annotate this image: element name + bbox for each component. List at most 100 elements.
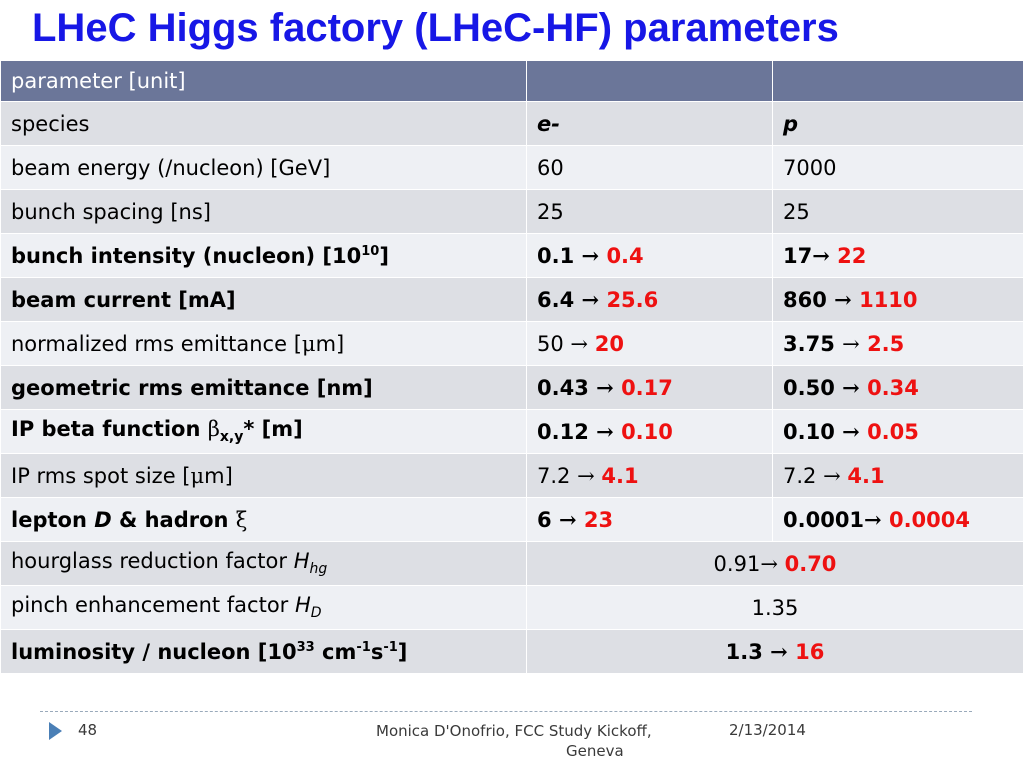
label-subscript: D: [310, 605, 322, 622]
value-from: 1.3: [725, 640, 763, 664]
label-text-end: ]: [397, 639, 408, 664]
value-to: 0.0004: [888, 508, 971, 532]
proton-species: p: [783, 111, 799, 136]
mu-symbol: μ: [190, 463, 205, 488]
electron-value: 0.43 → 0.17: [526, 365, 773, 410]
electron-value: 0.1 → 0.4: [526, 233, 773, 278]
label-text: normalized rms emittance [: [11, 331, 302, 356]
label-text: IP rms spot size [: [11, 463, 191, 488]
electron-value: 50 → 20: [526, 321, 773, 366]
proton-value: 0.50 → 0.34: [772, 365, 1024, 410]
value-to: 16: [795, 640, 825, 664]
footer-author-line1: Monica D'Onofrio, FCC Study Kickoff,: [376, 722, 652, 740]
value-from: 0.91: [713, 551, 761, 576]
value-from: 50: [537, 331, 564, 356]
value-to: 25.6: [606, 288, 659, 312]
proton-value: 3.75 → 2.5: [772, 321, 1024, 366]
h-symbol: H: [293, 549, 310, 574]
proton-value: 7000: [772, 145, 1024, 190]
label-text-end: m]: [204, 463, 233, 488]
label-text-s: s: [370, 639, 384, 664]
row-label: bunch intensity (nucleon) [1010]: [0, 233, 527, 278]
value-to: 0.4: [606, 244, 644, 268]
proton-value: 860 → 1110: [772, 277, 1024, 322]
footer-author-line2: Geneva: [566, 742, 624, 760]
value-to: 23: [583, 508, 614, 532]
value-from: 6.4: [537, 288, 575, 312]
header-cell-parameter: parameter [unit]: [0, 60, 527, 102]
triangle-right-icon: [49, 722, 62, 740]
arrow-icon: →: [596, 419, 614, 444]
arrow-icon: →: [823, 463, 841, 488]
electron-species: e-: [537, 111, 560, 136]
label-text: pinch enhancement factor: [11, 593, 295, 618]
value-from: 0.12: [537, 420, 589, 444]
footer-divider: [40, 711, 972, 712]
d-symbol: D: [94, 507, 112, 532]
value-to: 0.10: [621, 420, 673, 444]
arrow-icon: →: [581, 243, 600, 268]
row-label: geometric rms emittance [nm]: [0, 365, 527, 410]
arrow-icon: →: [842, 375, 860, 400]
label-text: lepton: [11, 507, 95, 532]
value-from: 6: [537, 508, 552, 532]
proton-value: 0.0001→ 0.0004: [772, 497, 1024, 542]
electron-value: 6 → 23: [526, 497, 773, 542]
footer-author: Monica D'Onofrio, FCC Study Kickoff, Gen…: [376, 721, 652, 761]
label-subscript: x,y: [219, 429, 244, 446]
proton-value: p: [772, 101, 1024, 146]
label-text-end: * [m]: [243, 417, 303, 442]
row-label: pinch enhancement factor HD: [0, 585, 527, 630]
electron-value: 25: [526, 189, 773, 234]
value-from: 0.50: [783, 376, 835, 400]
table-row: pinch enhancement factor HD 1.35: [0, 585, 1024, 630]
beta-symbol: β: [207, 417, 220, 442]
table-row: geometric rms emittance [nm] 0.43 → 0.17…: [0, 365, 1024, 410]
mu-symbol: μ: [301, 331, 316, 356]
label-superscript: 33: [296, 639, 315, 655]
label-text: bunch intensity (nucleon) [10: [11, 243, 362, 268]
label-text-mid: & hadron: [111, 507, 236, 532]
table-row: IP rms spot size [μm] 7.2 → 4.1 7.2 → 4.…: [0, 453, 1024, 498]
label-text: hourglass reduction factor: [11, 549, 294, 574]
label-text-end: m]: [315, 331, 345, 356]
table-row: lepton D & hadron ξ 6 → 23 0.0001→ 0.000…: [0, 497, 1024, 542]
value-from: 17: [783, 244, 813, 268]
table-row: luminosity / nucleon [1033 cm-1s-1] 1.3 …: [0, 629, 1024, 674]
combined-value: 1.35: [526, 585, 1024, 630]
table-header-row: parameter [unit]: [0, 60, 1024, 102]
label-text-mid: cm: [314, 639, 357, 664]
label-superscript: -1: [383, 639, 398, 655]
arrow-icon: →: [570, 331, 589, 356]
h-symbol: H: [294, 593, 311, 618]
label-text: IP beta function: [11, 417, 208, 442]
table-row: hourglass reduction factor Hhg 0.91→ 0.7…: [0, 541, 1024, 586]
value-from: 3.75: [783, 331, 835, 356]
electron-value: 60: [526, 145, 773, 190]
value-to: 1110: [859, 288, 918, 312]
value-from: 0.10: [783, 420, 835, 444]
proton-value: 0.10 → 0.05: [772, 409, 1024, 454]
value-from: 860: [783, 288, 827, 312]
header-cell-electron: [526, 60, 773, 102]
value-to: 2.5: [867, 331, 905, 356]
row-label: beam energy (/nucleon) [GeV]: [0, 145, 527, 190]
proton-value: 25: [772, 189, 1024, 234]
arrow-icon: →: [558, 507, 577, 532]
table-row: normalized rms emittance [μm] 50 → 20 3.…: [0, 321, 1024, 366]
arrow-icon: →: [812, 243, 830, 268]
value-to: 0.05: [867, 420, 919, 444]
value-to: 20: [594, 331, 624, 356]
row-label: species: [0, 101, 527, 146]
arrow-icon: →: [864, 507, 882, 532]
electron-value: 0.12 → 0.10: [526, 409, 773, 454]
table-row: beam current [mA] 6.4 → 25.6 860 → 1110: [0, 277, 1024, 322]
value-from: 0.0001: [783, 508, 865, 532]
xi-symbol: ξ: [235, 507, 248, 532]
row-label: luminosity / nucleon [1033 cm-1s-1]: [0, 629, 527, 674]
parameters-table: parameter [unit] species e- p beam energ…: [0, 60, 1024, 674]
value-to: 0.70: [784, 551, 837, 576]
header-cell-proton: [772, 60, 1024, 102]
electron-value: e-: [526, 101, 773, 146]
arrow-icon: →: [842, 331, 860, 356]
